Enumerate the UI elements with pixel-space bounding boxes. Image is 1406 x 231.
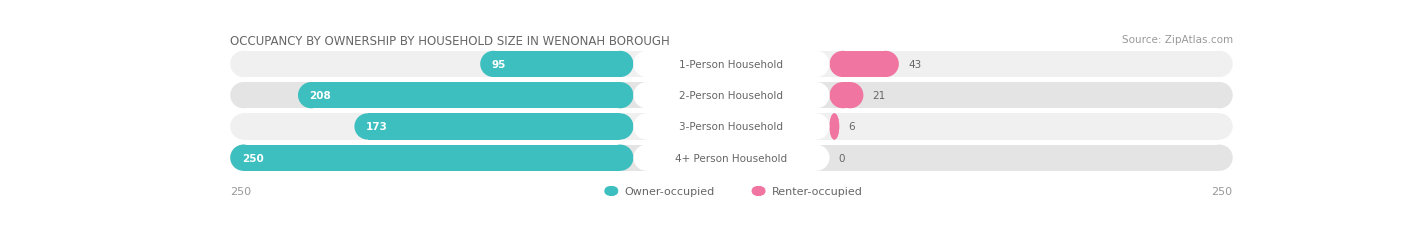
Bar [243,114,1219,140]
Ellipse shape [803,114,830,140]
Ellipse shape [1206,145,1233,171]
Bar [647,52,817,78]
Bar [311,83,620,109]
Ellipse shape [354,114,381,140]
Ellipse shape [605,186,613,196]
Ellipse shape [756,186,765,196]
Ellipse shape [830,52,856,78]
Ellipse shape [634,83,659,109]
Bar [243,83,1219,109]
Ellipse shape [634,114,659,140]
Ellipse shape [298,83,325,109]
Text: 0: 0 [839,153,845,163]
Ellipse shape [1206,52,1233,78]
Ellipse shape [752,186,761,196]
Ellipse shape [231,145,257,171]
Ellipse shape [231,83,257,109]
Ellipse shape [830,83,856,109]
Text: 6: 6 [848,122,855,132]
Ellipse shape [607,114,633,140]
Text: 1-Person Household: 1-Person Household [679,60,783,70]
Text: Owner-occupied: Owner-occupied [624,186,714,196]
Bar [367,114,620,140]
Ellipse shape [1206,114,1233,140]
Bar [756,186,761,196]
Bar [842,52,886,78]
Bar [609,186,613,196]
Text: Source: ZipAtlas.com: Source: ZipAtlas.com [1122,35,1233,45]
Bar [243,145,620,171]
Bar [842,83,851,109]
Ellipse shape [607,145,633,171]
Ellipse shape [830,114,839,140]
Ellipse shape [607,83,633,109]
Text: Renter-occupied: Renter-occupied [772,186,863,196]
Bar [647,145,817,171]
Ellipse shape [837,83,863,109]
Ellipse shape [231,114,257,140]
Text: 173: 173 [366,122,388,132]
Ellipse shape [634,145,659,171]
Text: OCCUPANCY BY OWNERSHIP BY HOUSEHOLD SIZE IN WENONAH BOROUGH: OCCUPANCY BY OWNERSHIP BY HOUSEHOLD SIZE… [231,35,671,48]
Ellipse shape [231,52,257,78]
Ellipse shape [873,52,898,78]
Ellipse shape [803,52,830,78]
Bar [647,114,817,140]
Ellipse shape [231,145,257,171]
Ellipse shape [1206,83,1233,109]
Text: 43: 43 [908,60,921,70]
Ellipse shape [609,186,619,196]
Text: 250: 250 [242,153,263,163]
Ellipse shape [803,83,830,109]
Bar [647,83,817,109]
Ellipse shape [481,52,506,78]
Bar [243,145,1219,171]
Bar [243,52,1219,78]
Text: 3-Person Household: 3-Person Household [679,122,783,132]
Text: 208: 208 [309,91,332,101]
Text: 250: 250 [1212,186,1233,196]
Bar [494,52,620,78]
Ellipse shape [830,114,839,140]
Ellipse shape [607,52,633,78]
Text: 95: 95 [492,60,506,70]
Text: 2-Person Household: 2-Person Household [679,91,783,101]
Ellipse shape [634,52,659,78]
Text: 250: 250 [231,186,252,196]
Text: 4+ Person Household: 4+ Person Household [675,153,787,163]
Text: 21: 21 [873,91,886,101]
Ellipse shape [803,145,830,171]
